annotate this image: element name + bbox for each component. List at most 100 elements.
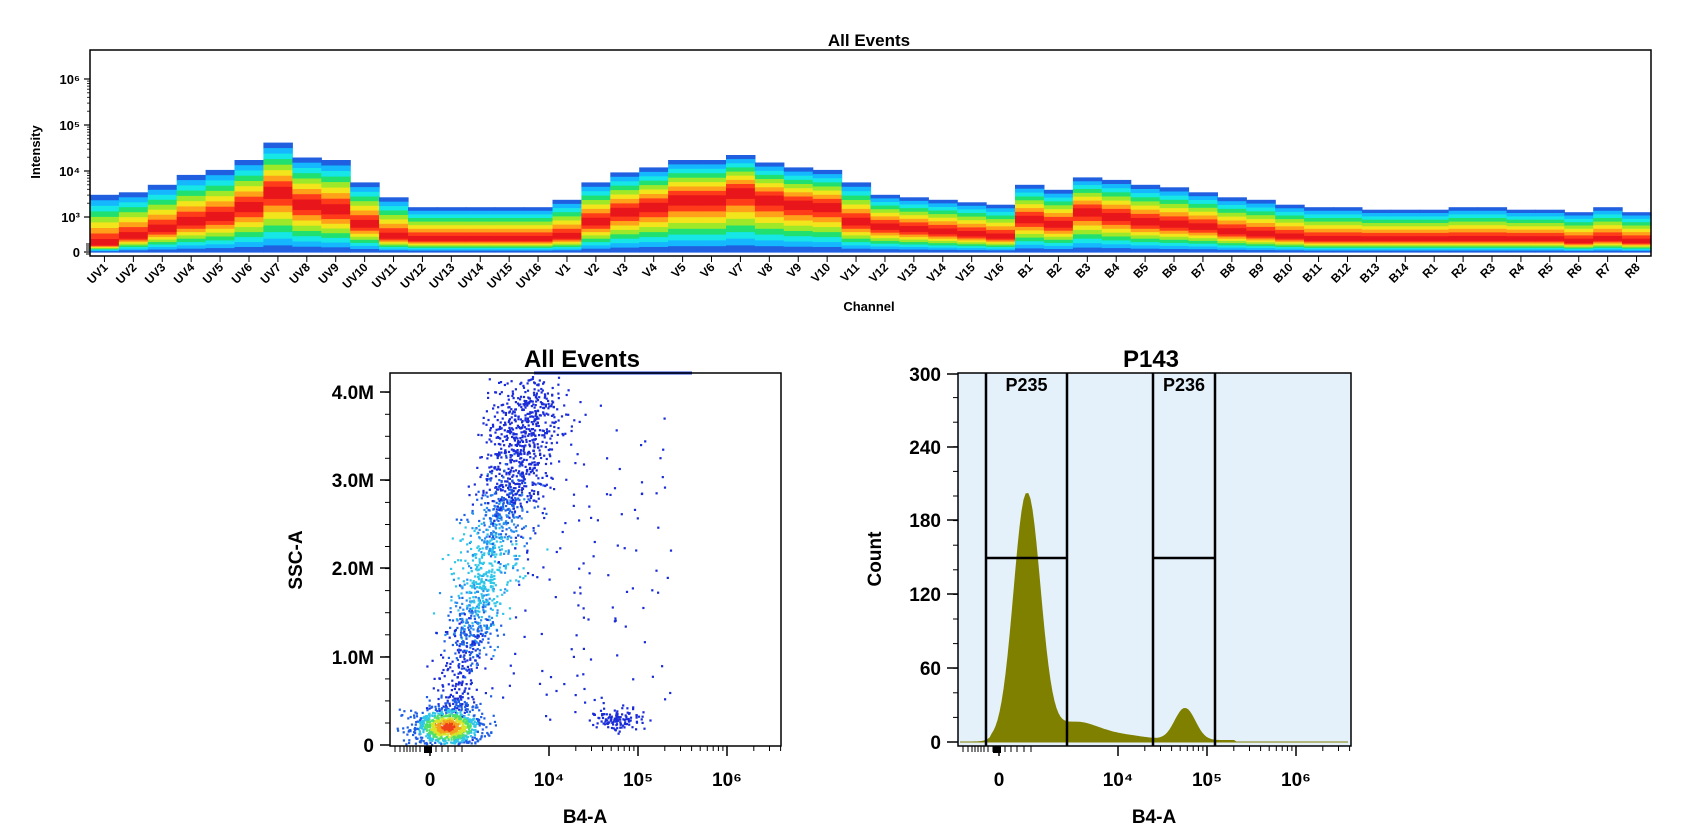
event-dot: [439, 712, 442, 715]
heatmap-cell: [1101, 224, 1132, 230]
event-dot: [622, 704, 625, 707]
event-dot: [525, 485, 528, 488]
event-dot: [477, 720, 480, 723]
heatmap-cell: [1043, 193, 1074, 199]
event-dot: [466, 722, 470, 726]
heatmap-cell: [697, 217, 727, 224]
event-dot: [525, 501, 529, 504]
heatmap-cell: [870, 232, 900, 237]
heatmap-cell: [408, 225, 438, 230]
heatmap-cell: [379, 243, 409, 246]
event-dot: [624, 625, 627, 628]
event-dot: [511, 504, 514, 507]
event-dot: [514, 497, 517, 500]
event-dot: [489, 607, 492, 610]
event-dot: [532, 433, 535, 436]
heatmap-cell: [1304, 232, 1334, 237]
event-dot: [517, 534, 520, 537]
event-dot: [431, 714, 434, 717]
event-dot: [606, 722, 609, 726]
event-dot: [509, 454, 512, 457]
event-dot: [619, 723, 622, 726]
event-dot: [529, 400, 532, 403]
heatmap-cell: [321, 219, 351, 225]
event-dot: [464, 706, 467, 709]
event-dot: [441, 671, 444, 674]
event-dot: [508, 477, 511, 480]
heatmap-cell: [321, 171, 351, 178]
heatmap-cell: [610, 198, 640, 204]
heatmap-cell: [1015, 219, 1045, 224]
heatmap-cell: [870, 229, 900, 234]
heatmap-cell: [1535, 226, 1565, 231]
event-dot: [466, 604, 469, 607]
heatmap-cell: [1304, 250, 1334, 253]
heatmap-cell: [350, 182, 380, 188]
event-dot: [475, 582, 478, 585]
event-dot: [450, 722, 453, 725]
event-dot: [432, 687, 435, 690]
event-dot: [483, 646, 486, 649]
event-dot: [455, 657, 458, 660]
event-dot: [500, 509, 503, 512]
heatmap-cell: [321, 242, 351, 248]
event-dot: [516, 437, 519, 440]
event-dot: [500, 516, 503, 519]
event-dot: [469, 658, 472, 661]
event-dot: [462, 720, 465, 723]
event-dot: [474, 659, 477, 662]
event-dot: [517, 478, 520, 482]
event-dot: [464, 726, 468, 729]
event-dot: [524, 401, 527, 404]
heatmap-cell: [1535, 229, 1565, 234]
event-dot: [622, 724, 625, 727]
event-dot: [402, 739, 405, 742]
event-dot: [467, 562, 470, 565]
heatmap-cell: [1043, 209, 1074, 214]
heatmap-cell: [1622, 249, 1652, 252]
heatmap-cell: [1535, 209, 1565, 214]
event-dot: [423, 715, 426, 718]
heatmap-cell: [1477, 228, 1508, 233]
event-dot: [507, 429, 510, 433]
heatmap-cell: [1217, 247, 1247, 251]
heatmap-cell: [1159, 249, 1190, 253]
event-dot: [498, 508, 501, 511]
heatmap-cell: [147, 204, 178, 211]
heatmap-cell: [205, 190, 236, 197]
event-dot: [644, 440, 647, 443]
heatmap-cell: [147, 224, 178, 231]
event-dot: [420, 721, 423, 724]
y-tick-label: 1.0M: [332, 648, 374, 669]
event-dot: [662, 448, 665, 451]
event-dot: [471, 651, 474, 654]
heatmap-cell: [697, 173, 727, 179]
heatmap-cell: [1275, 238, 1305, 241]
event-dot: [589, 658, 593, 661]
event-dot: [553, 430, 556, 433]
heatmap-cell: [1188, 219, 1218, 224]
x-tick-label: R4: [1506, 260, 1527, 281]
event-dot: [493, 523, 496, 526]
event-dot: [573, 591, 576, 594]
heatmap-cell: [1535, 240, 1565, 243]
event-dot: [655, 569, 658, 572]
event-dot: [422, 740, 425, 743]
heatmap-cell: [1246, 230, 1276, 236]
heatmap-cell: [1188, 238, 1218, 242]
heatmap-cell: [147, 219, 178, 226]
event-dot: [528, 433, 531, 436]
x-tick-label: V11: [838, 260, 863, 285]
y-tick-label: 10³: [61, 210, 80, 225]
event-dot: [430, 724, 433, 727]
event-dot: [438, 713, 441, 717]
event-dot: [485, 601, 488, 604]
event-dot: [498, 425, 502, 428]
heatmap-cell: [726, 155, 756, 160]
heatmap-cell: [1275, 204, 1305, 209]
event-dot: [489, 645, 492, 648]
event-dot: [459, 618, 462, 621]
heatmap-cell: [1101, 208, 1132, 214]
heatmap-cell: [1361, 209, 1392, 214]
event-dot: [543, 454, 546, 457]
